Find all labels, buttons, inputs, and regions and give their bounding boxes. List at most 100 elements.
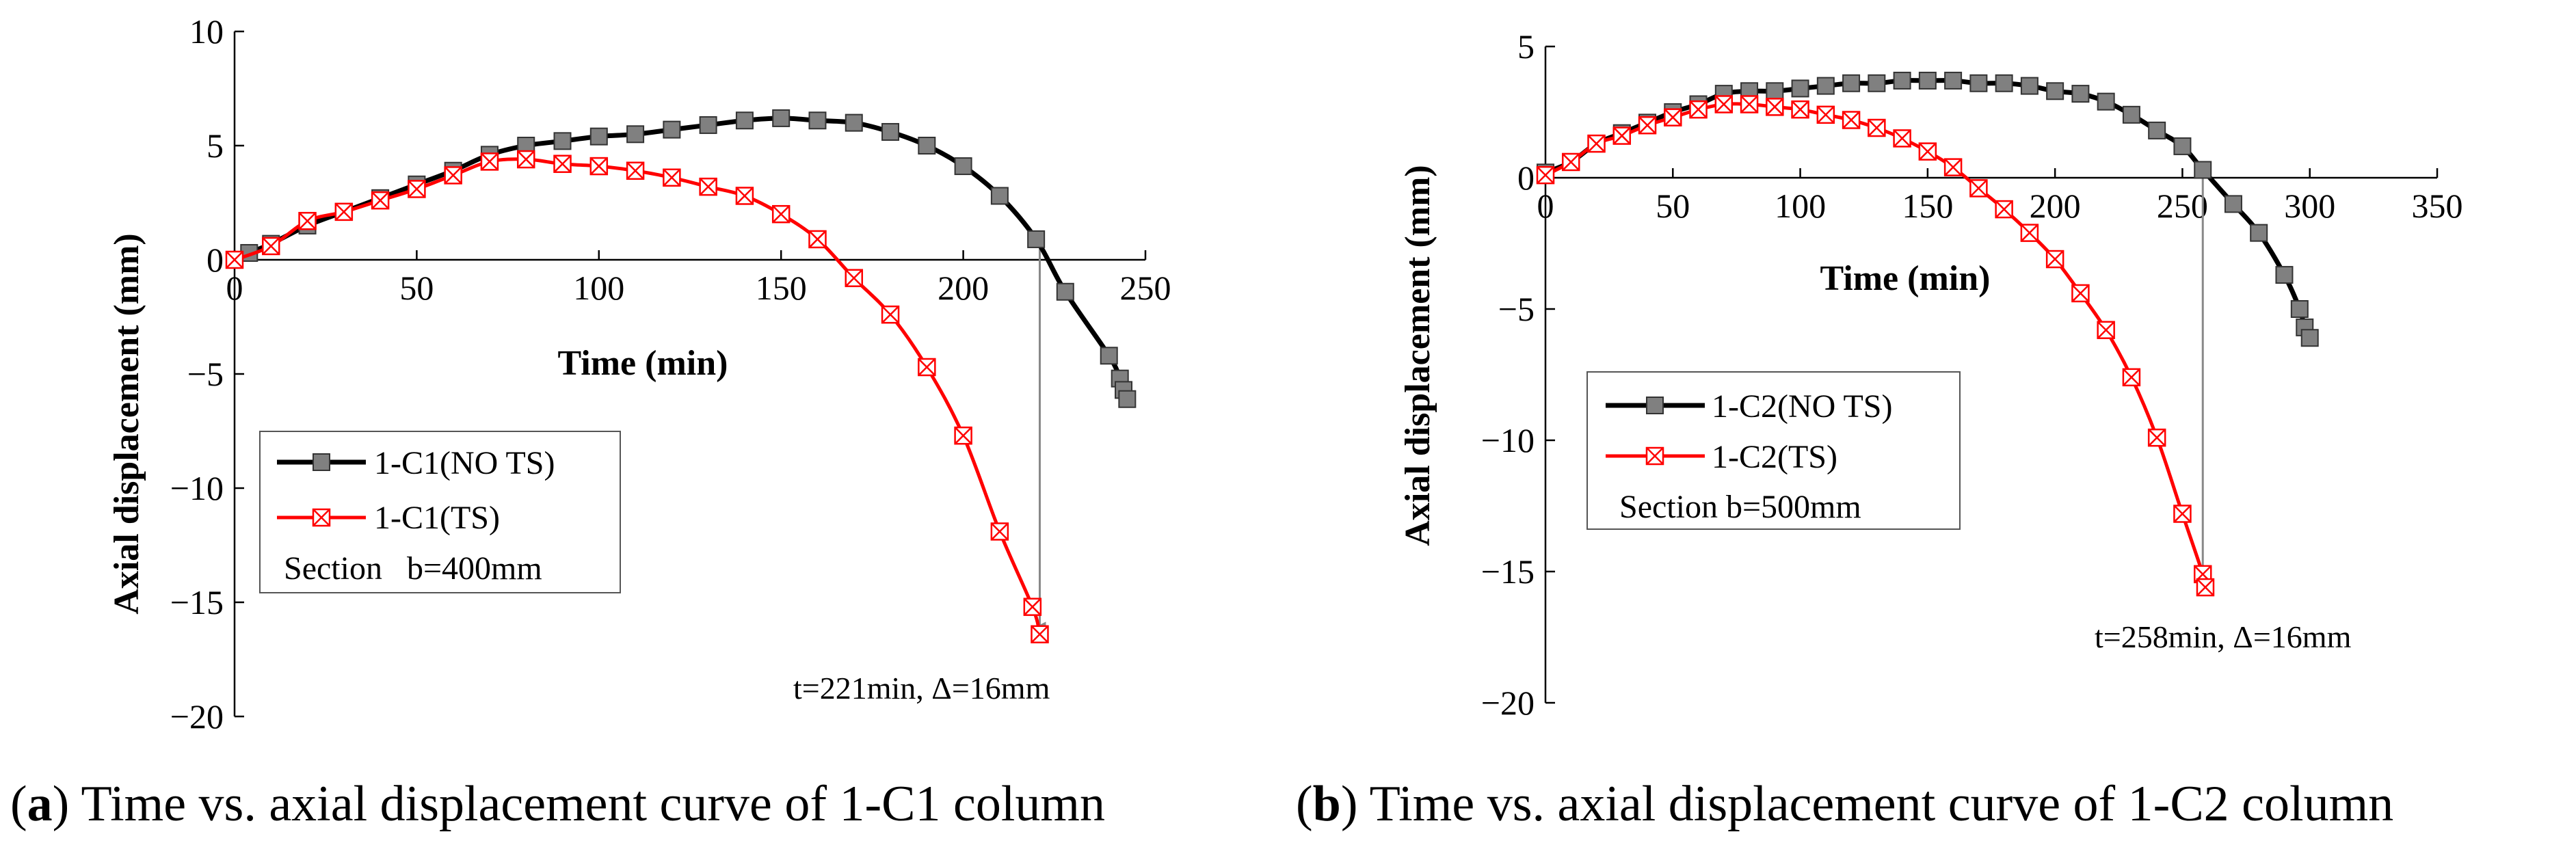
- marker-cross-b: [2123, 368, 2140, 386]
- panel-a-series-1-point: [808, 230, 827, 249]
- panel-a-legend-note: Section b=400mm: [284, 550, 542, 587]
- panel-b-legend-marker-nots: [1646, 397, 1664, 414]
- marker-cross-b: [699, 178, 717, 196]
- panel-a-xtick-label: 0: [226, 269, 243, 307]
- marker-cross-b: [663, 168, 681, 187]
- panel-b-series-1-point: [2020, 224, 2039, 242]
- panel-a-series-0-point: [918, 137, 936, 155]
- caption-b-text: Time vs. axial displacement curve of 1-C…: [1370, 776, 2394, 832]
- panel-b-series-1-point: [2071, 284, 2090, 303]
- marker-cross-b: [1689, 100, 1708, 119]
- panel-a-series-1-point: [845, 269, 864, 287]
- marker-cross-b: [1944, 158, 1962, 176]
- panel-b-xlabel: Time (min): [1820, 259, 1991, 298]
- marker-cross-b: [808, 230, 827, 248]
- panel-a-xlabel: Time (min): [558, 344, 728, 383]
- panel-b-xtick-label: 200: [2030, 187, 2081, 225]
- panel-a-series-1-point: [881, 305, 900, 324]
- panel-b-ytick-label: −20: [1481, 684, 1535, 722]
- marker-cross-b: [626, 161, 644, 180]
- panel-a-series-0-point: [1056, 282, 1074, 301]
- panel-a-series-1-point: [626, 161, 645, 180]
- panel-b-annotation: t=258min, Δ=16mm: [2095, 619, 2352, 654]
- marker-cross-b: [2148, 429, 2166, 447]
- panel-b-xtick-label: 300: [2284, 187, 2335, 225]
- panel-a-series-1-point: [771, 204, 791, 224]
- panel-b-xtick-label: 350: [2412, 187, 2463, 225]
- panel-b-series-1-point: [2045, 250, 2064, 269]
- panel-a-series-1-point: [298, 211, 317, 230]
- marker-cross-b: [1714, 95, 1733, 113]
- panel-a-series-1-point: [589, 157, 609, 176]
- marker-cross-b: [1740, 95, 1758, 113]
- marker-cross-b: [1969, 179, 1988, 198]
- panel-b-xtick-label: 250: [2157, 187, 2208, 225]
- panel-b-plot: 50−5−10−15−200 50 100 150 200 250 300 350: [1481, 27, 2463, 722]
- marker-cross-b: [2173, 505, 2192, 523]
- panel-a-legend-marker-nots: [313, 453, 330, 471]
- panel-b-series-0-point: [2097, 92, 2115, 111]
- panel-b-series-0-point: [1969, 74, 1988, 92]
- panel-b-series-0-point: [2250, 224, 2268, 242]
- panel-b-series-0-point: [2224, 195, 2242, 213]
- panel-b-series-1-point: [2147, 428, 2166, 447]
- panel-b-ytick-label: −10: [1481, 421, 1535, 459]
- panel-b-series-1-point: [1791, 100, 1809, 119]
- marker-cross-b: [444, 166, 462, 185]
- panel-b-ytick-label: 0: [1517, 159, 1535, 197]
- marker-cross-b: [2196, 578, 2214, 596]
- marker-cross-b: [990, 522, 1009, 541]
- panel-a-series-1-point: [516, 150, 535, 169]
- panel-a-ytick-label: −20: [170, 697, 224, 736]
- panel-b-series-0-point: [2046, 82, 2064, 100]
- panel-a-ytick-label: 0: [207, 241, 224, 279]
- marker-cross-b: [371, 191, 390, 210]
- caption-a: (a) Time vs. axial displacement curve of…: [10, 776, 1105, 832]
- marker-cross-b: [1664, 108, 1682, 126]
- panel-b-legend-note: Section b=500mm: [1619, 489, 1861, 525]
- panel-b-series-0-point: [1816, 77, 1835, 95]
- panel-b-series-1-point: [1893, 129, 1911, 148]
- panel-b-series-1-point: [1536, 165, 1555, 185]
- marker-cross-b: [1816, 105, 1835, 124]
- panel-b-ylabel: Axial displacement (mm): [1398, 165, 1437, 546]
- marker-cross-b: [736, 187, 754, 205]
- panel-a-series-1-point: [408, 180, 426, 198]
- panel-b-xtick-label: 0: [1537, 187, 1554, 225]
- panel-b-series-0-point: [2275, 266, 2294, 284]
- marker-cross-b: [1791, 100, 1809, 119]
- panel-b-series-0-point: [1791, 79, 1809, 98]
- panel-b-series-0-point: [2071, 85, 2090, 103]
- marker-cross-b: [845, 269, 863, 287]
- marker-cross-b: [298, 212, 317, 230]
- marker-cross-b: [1918, 142, 1937, 161]
- panel-b-series-1-point: [2097, 321, 2115, 339]
- panel-b-series-0-point: [2194, 161, 2212, 179]
- panel-a-series-0-point: [881, 122, 900, 141]
- panel-b-series-0-point: [1995, 74, 2013, 92]
- panel-a-xtick-label: 50: [399, 269, 434, 307]
- chart-panel-b: 50−5−10−15−200 50 100 150 200 250 300 350 1-C2(…: [1398, 27, 2463, 722]
- caption-b: (b) Time vs. axial displacement curve of…: [1296, 776, 2393, 832]
- panel-a-series-0-point: [990, 187, 1009, 205]
- marker-cross-b: [262, 237, 280, 255]
- panel-a-series-1-point: [262, 237, 280, 256]
- marker-cross-b: [1766, 98, 1784, 116]
- panel-a-legend-label-nots: 1-C1(NO TS): [374, 445, 555, 481]
- marker-cross-b: [334, 202, 353, 221]
- panel-b-series-1-point: [2173, 505, 2192, 523]
- panel-a-series-1-point: [735, 187, 754, 205]
- panel-b-series-0-point: [1842, 74, 1861, 92]
- panel-a-xtick-label: 100: [573, 269, 624, 307]
- panel-b-series-1-point: [1816, 105, 1835, 124]
- panel-a-series-0-point: [1115, 381, 1133, 399]
- panel-b-series-1-point: [1664, 108, 1682, 126]
- marker-cross-b: [1562, 153, 1580, 171]
- panel-a-series-0-point: [589, 127, 608, 146]
- panel-a-ylabel: Axial displacement (mm): [107, 233, 146, 614]
- panel-b-series-1-point: [1918, 142, 1937, 161]
- marker-cross-b: [1537, 166, 1554, 185]
- panel-b-series-0-point: [2300, 329, 2319, 347]
